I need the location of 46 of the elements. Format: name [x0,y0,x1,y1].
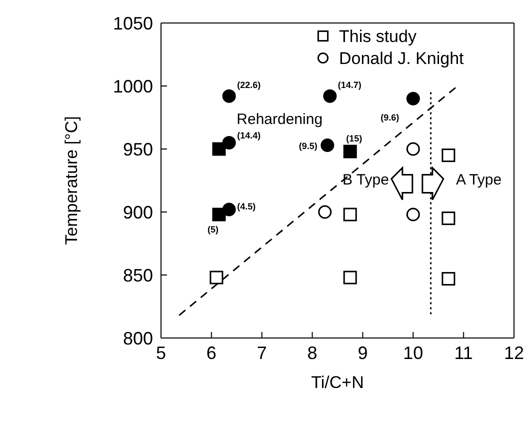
point [222,202,236,216]
y-tick-label: 1050 [112,13,153,34]
point [212,142,226,156]
point [222,89,236,103]
point [343,144,357,158]
x-tick-label: 5 [156,342,166,363]
x-tick-label: 8 [307,342,318,363]
annotation: A Type [456,171,502,188]
y-tick-label: 800 [122,328,153,348]
annotation: (9.6) [380,112,400,123]
x-tick-label: 12 [504,342,524,363]
y-tick-label: 900 [122,202,153,222]
x-axis-title: Ti/C+N [311,373,364,392]
point [323,89,337,103]
point [442,148,456,162]
point [210,270,224,284]
x-tick-label: 6 [206,342,216,363]
legend-label: Donald J. Knight [339,49,464,68]
annotation: Rehardening [236,110,323,128]
point [343,208,357,222]
x-tick-label: 10 [403,342,424,363]
point [406,142,420,156]
annotation: (14.7) [338,80,362,90]
x-tick-label: 9 [358,342,368,363]
annotation: (14.4) [237,130,261,141]
point [343,270,357,284]
point [406,208,420,222]
y-axis-title: Temperature [°C] [62,116,82,245]
point [318,205,332,219]
y-tick-label: 850 [122,265,153,286]
point [442,272,456,286]
annotation: (15) [346,134,362,144]
y-tick-label: 1000 [112,76,153,96]
x-tick-label: 11 [454,342,473,363]
point [212,208,226,222]
annotation: (4.5) [237,201,256,212]
point [222,136,236,150]
x-tick-label: 7 [256,342,267,363]
point [442,212,456,226]
annotation: (22.6) [237,80,261,90]
y-tick-label: 950 [122,139,153,160]
annotation: (5) [207,224,218,235]
point [320,138,334,152]
point [406,92,420,106]
legend-label: This study [339,27,417,46]
annotation: (9.5) [298,141,318,152]
